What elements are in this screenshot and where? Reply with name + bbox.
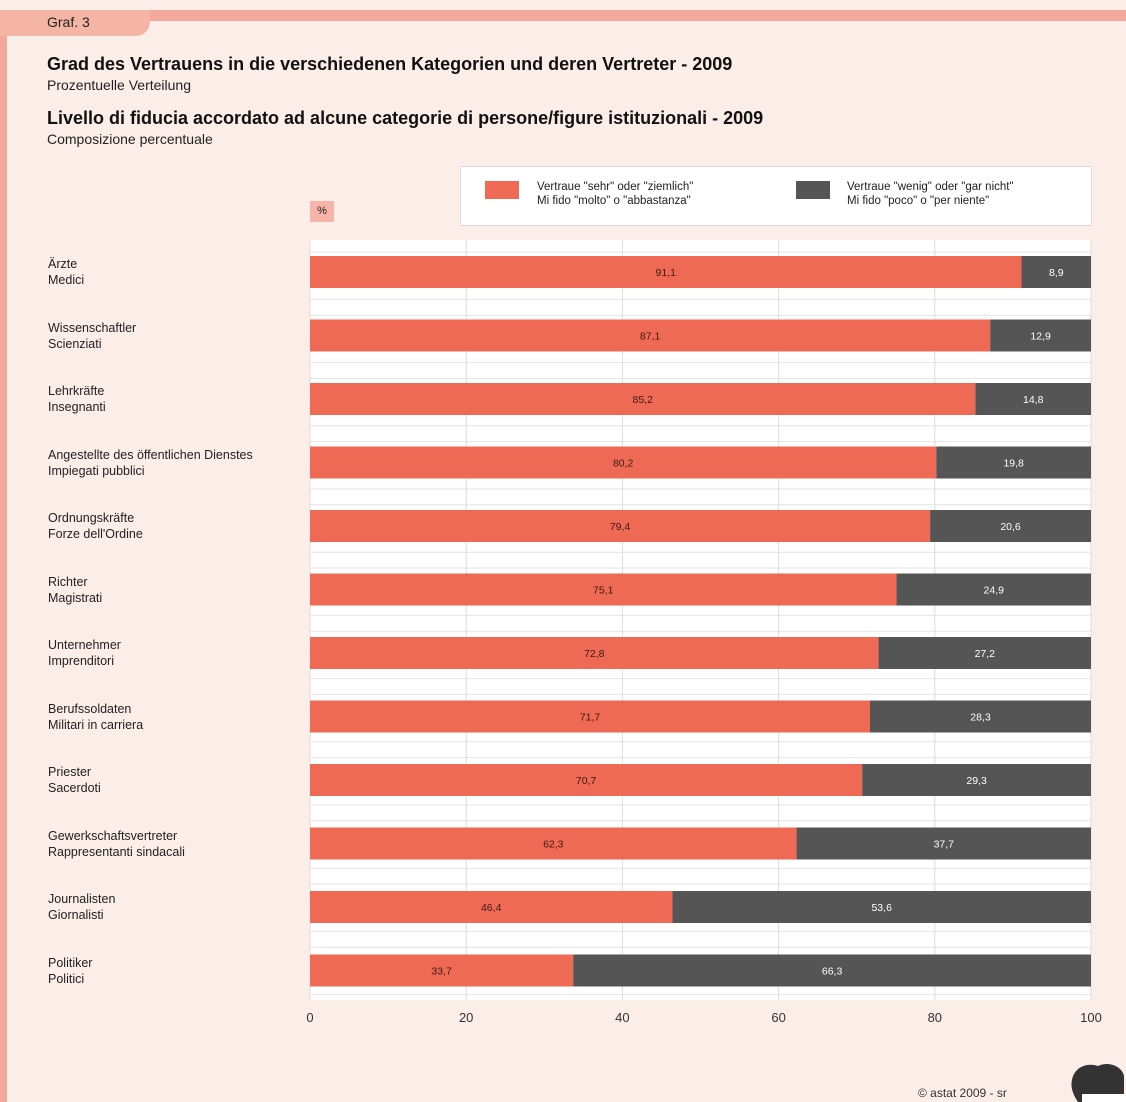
bar-distrust xyxy=(936,446,1091,479)
category-label: Berufssoldaten Militari in carriera xyxy=(48,701,144,732)
bar-trust xyxy=(310,637,879,669)
data-label-trust: 70,7 xyxy=(576,775,597,787)
data-label-distrust: 27,2 xyxy=(975,648,996,660)
bar-trust xyxy=(310,383,976,415)
bar-distrust xyxy=(975,383,1091,415)
bar-distrust xyxy=(896,573,1091,606)
bar-trust xyxy=(310,319,991,352)
data-label-distrust: 28,3 xyxy=(970,712,991,724)
category-label: Priester Sacerdoti xyxy=(48,765,101,795)
bar-distrust xyxy=(1021,256,1091,288)
x-tick-label: 0 xyxy=(306,1010,313,1025)
bar-trust xyxy=(310,446,937,479)
bar-trust xyxy=(310,891,673,923)
bar-trust xyxy=(310,827,797,860)
bar-distrust xyxy=(672,891,1091,923)
data-label-trust: 71,7 xyxy=(580,712,601,724)
top-accent-bar xyxy=(150,10,1126,21)
data-label-distrust: 8,9 xyxy=(1049,267,1064,279)
bar-distrust xyxy=(930,510,1091,542)
data-label-distrust: 19,8 xyxy=(1003,458,1024,470)
chart-subtitle-german: Prozentuelle Verteilung xyxy=(47,77,191,93)
data-label-distrust: 20,6 xyxy=(1000,521,1021,533)
data-label-trust: 72,8 xyxy=(584,648,605,660)
category-label: Gewerkschaftsvertreter Rappresentanti sin… xyxy=(48,828,185,859)
data-label-trust: 87,1 xyxy=(640,331,661,343)
left-accent-bar xyxy=(0,10,7,1102)
x-tick-label: 60 xyxy=(771,1010,785,1025)
data-label-trust: 46,4 xyxy=(481,902,502,914)
category-label: Unternehmer Imprenditori xyxy=(48,638,121,668)
plot-area xyxy=(310,240,1091,1000)
bar-trust xyxy=(310,256,1022,288)
graf-tab xyxy=(0,10,150,36)
chart-title-italian: Livello di fiducia accordato ad alcune c… xyxy=(47,108,764,128)
data-label-distrust: 14,8 xyxy=(1023,394,1044,406)
bar-distrust xyxy=(878,637,1091,669)
data-label-distrust: 37,7 xyxy=(934,839,955,851)
bar-trust xyxy=(310,510,931,542)
unit-label: % xyxy=(310,201,334,222)
legend: Vertraue "sehr" oder "ziemlich" Mi fido … xyxy=(460,166,1092,226)
data-label-trust: 62,3 xyxy=(543,839,564,851)
data-label-distrust: 66,3 xyxy=(822,966,843,978)
legend-swatch-distrust xyxy=(796,181,830,199)
legend-swatch-trust xyxy=(485,181,519,199)
data-label-trust: 91,1 xyxy=(656,267,677,279)
data-label-distrust: 29,3 xyxy=(966,775,987,787)
bar-distrust xyxy=(862,764,1091,796)
category-label: Lehrkräfte Insegnanti xyxy=(48,384,106,414)
bar-trust xyxy=(310,573,897,606)
category-label: Politiker Politici xyxy=(48,955,93,986)
x-tick-label: 80 xyxy=(928,1010,942,1025)
data-label-trust: 33,7 xyxy=(431,966,452,978)
category-label: Journalisten Giornalisti xyxy=(48,892,116,922)
data-label-trust: 80,2 xyxy=(613,458,634,470)
data-label-distrust: 12,9 xyxy=(1030,331,1051,343)
category-label: Ordnungskräfte Forze dell'Ordine xyxy=(48,511,143,541)
graf-label: Graf. 3 xyxy=(47,14,90,30)
bar-trust xyxy=(310,764,863,796)
data-label-distrust: 24,9 xyxy=(984,585,1005,597)
chart-subtitle-italian: Composizione percentuale xyxy=(47,131,213,147)
x-tick-label: 40 xyxy=(615,1010,629,1025)
bar-distrust xyxy=(573,954,1091,987)
bar-distrust xyxy=(796,827,1091,860)
data-label-trust: 85,2 xyxy=(632,394,653,406)
astat-logo-icon xyxy=(1071,1064,1126,1102)
bar-trust xyxy=(310,954,574,987)
bar-distrust xyxy=(990,319,1091,352)
x-tick-label: 100 xyxy=(1080,1010,1102,1025)
bar-distrust xyxy=(869,700,1091,733)
category-label: Angestellte des öffentlichen Dienstes Imp… xyxy=(48,447,253,478)
data-label-distrust: 53,6 xyxy=(871,902,892,914)
data-label-trust: 75,1 xyxy=(593,585,614,597)
bar-trust xyxy=(310,700,870,733)
legend-label-trust: Vertraue "sehr" oder "ziemlich" Mi fido … xyxy=(537,181,694,207)
chart-title-german: Grad des Vertrauens in die verschiedenen… xyxy=(47,54,733,74)
category-label: Wissenschaftler Scienziati xyxy=(48,320,137,351)
data-label-trust: 79,4 xyxy=(610,521,631,533)
copyright-footer: © astat 2009 - sr xyxy=(918,1086,1007,1100)
category-label: Ärzte Medici xyxy=(48,257,85,287)
legend-label-distrust: Vertraue "wenig" oder "gar nicht" Mi fid… xyxy=(847,181,1014,207)
x-tick-label: 20 xyxy=(459,1010,473,1025)
category-label: Richter Magistrati xyxy=(48,574,103,605)
